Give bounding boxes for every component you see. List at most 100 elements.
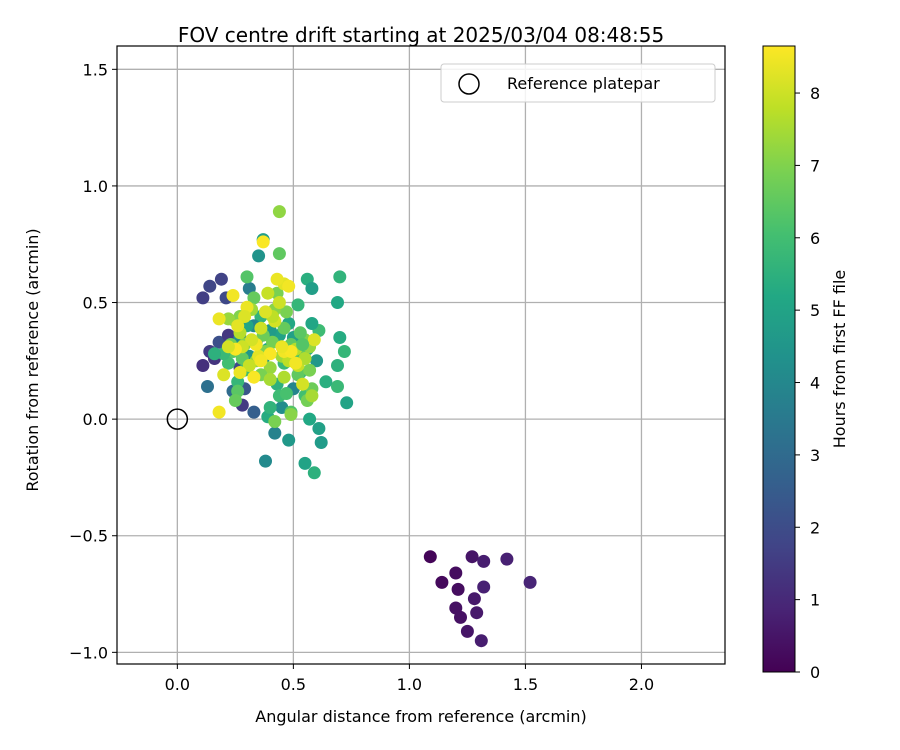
data-point — [221, 312, 235, 326]
data-point — [296, 338, 310, 351]
y-tick-label: 1.5 — [83, 60, 108, 79]
y-axis: −1.0 −0.5 0.0 0.5 1.0 1.5 — [69, 60, 117, 662]
data-point — [203, 279, 217, 293]
x-tick-label: 2.0 — [629, 675, 654, 694]
colorbar-tick-label: 1 — [810, 591, 820, 610]
colorbar-gradient — [762, 45, 796, 673]
data-point — [242, 359, 256, 372]
data-point — [259, 305, 272, 319]
data-point — [263, 347, 277, 361]
data-point — [240, 270, 254, 284]
y-tick-label: 0.5 — [83, 294, 108, 313]
data-point — [201, 380, 214, 393]
data-point — [277, 370, 291, 384]
data-point — [272, 247, 286, 261]
data-point — [208, 347, 221, 361]
data-point — [263, 373, 277, 386]
y-tick-label: 0.0 — [83, 410, 108, 429]
legend-marker — [458, 73, 480, 95]
grid-lines — [117, 46, 725, 664]
data-point — [270, 272, 284, 286]
data-point — [261, 286, 275, 300]
data-point — [319, 375, 333, 389]
data-point — [305, 389, 319, 403]
data-point — [268, 415, 282, 428]
y-tick-label: −1.0 — [69, 643, 108, 662]
data-point — [303, 363, 317, 377]
data-point — [279, 305, 293, 319]
data-point — [275, 340, 289, 354]
data-point — [460, 624, 474, 638]
data-point — [423, 550, 437, 564]
data-point — [214, 272, 228, 286]
data-point — [470, 606, 484, 620]
data-point — [333, 270, 347, 284]
data-point — [272, 205, 286, 219]
data-point — [451, 582, 465, 596]
legend-label-reference-platepar: Reference platepar — [507, 74, 660, 93]
data-point — [282, 279, 296, 293]
x-axis: 0.0 0.5 1.0 1.5 2.0 — [165, 664, 654, 694]
data-point — [305, 317, 319, 330]
legend: Reference platepar — [440, 63, 716, 103]
data-point — [247, 370, 261, 384]
data-point — [307, 466, 321, 480]
data-point — [331, 380, 344, 393]
y-tick-label: 1.0 — [83, 177, 108, 196]
data-point — [233, 366, 247, 379]
data-point — [252, 249, 266, 263]
data-point — [333, 331, 347, 344]
x-tick-label: 0.0 — [165, 675, 190, 694]
data-point — [231, 319, 245, 333]
x-axis-label: Angular distance from reference (arcmin) — [255, 707, 586, 726]
data-point — [296, 377, 310, 391]
data-point — [293, 326, 307, 340]
plot-area: 0.0 0.5 1.0 1.5 2.0 −1.0 −0.5 0.0 0.5 1.0 1.5 — [69, 45, 726, 694]
data-point — [449, 566, 463, 580]
data-point — [454, 610, 467, 624]
data-point — [477, 554, 491, 568]
data-point — [221, 340, 235, 354]
data-point — [305, 282, 319, 295]
data-point — [279, 387, 293, 400]
data-point — [228, 394, 242, 407]
data-point — [263, 401, 277, 414]
reference-platepar-marker — [166, 408, 189, 430]
data-point — [277, 321, 291, 335]
data-point — [196, 359, 210, 372]
data-point — [245, 333, 259, 347]
data-point — [312, 422, 326, 435]
data-point — [435, 575, 449, 589]
data-point — [256, 235, 270, 249]
data-point — [282, 433, 296, 447]
data-point — [254, 321, 268, 335]
y-tick-label: −0.5 — [69, 527, 108, 546]
data-point — [298, 456, 312, 470]
data-point — [238, 310, 252, 323]
data-point — [212, 405, 226, 419]
data-point — [196, 291, 210, 305]
data-point — [247, 405, 261, 419]
data-point — [467, 592, 481, 606]
chart-title: FOV centre drift starting at 2025/03/04 … — [178, 23, 664, 47]
legend-box — [440, 63, 716, 103]
colorbar-tick-label: 5 — [810, 301, 820, 320]
data-point — [303, 412, 317, 426]
x-tick-label: 1.0 — [397, 675, 422, 694]
data-point — [272, 296, 286, 309]
data-points — [196, 205, 537, 648]
y-axis-label: Rotation from reference (arcmin) — [23, 228, 42, 491]
data-point — [331, 359, 344, 372]
data-point — [254, 354, 268, 368]
data-point — [340, 396, 354, 410]
data-point — [259, 454, 272, 468]
data-point — [226, 289, 240, 302]
data-point — [310, 354, 324, 368]
data-point — [307, 333, 321, 347]
data-point — [289, 356, 303, 370]
data-point — [263, 361, 277, 375]
colorbar-tick-label: 0 — [810, 663, 820, 682]
x-tick-label: 0.5 — [281, 675, 306, 694]
colorbar: 0 1 2 3 4 5 6 7 8 Hours from first FF file — [762, 45, 849, 682]
